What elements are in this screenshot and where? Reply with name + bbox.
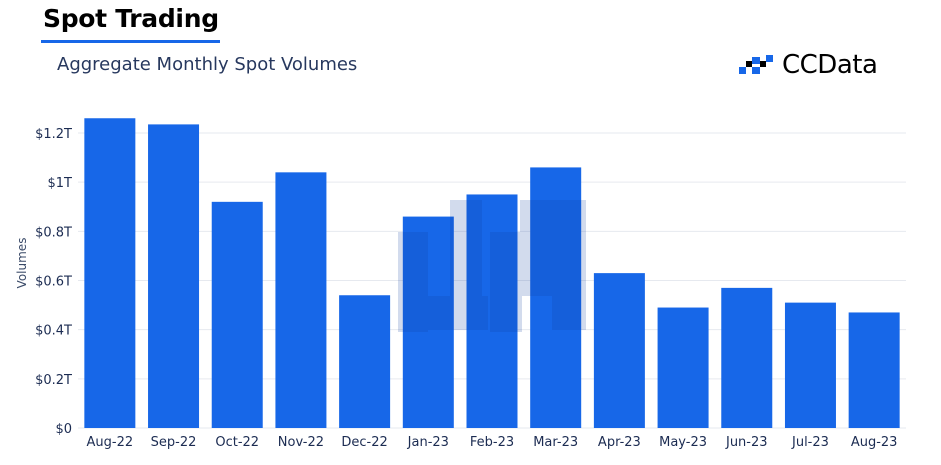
bar-jul-23: [784, 302, 836, 428]
bar-oct-22: [211, 201, 263, 428]
y-tick-label: $0.2T: [35, 373, 72, 388]
bar-dec-22: [339, 295, 391, 428]
y-axis-ticks: $0 $0.2T $0.4T $0.6T $0.8T $1T $1.2T: [35, 127, 72, 437]
bar-may-23: [657, 307, 709, 428]
bars-layer: [84, 118, 900, 428]
chart-subtitle: Aggregate Monthly Spot Volumes: [57, 54, 358, 75]
x-tick-label: Jan-23: [407, 435, 449, 450]
title-underline: [41, 40, 220, 43]
bar-sep-22: [148, 124, 200, 428]
x-tick-label: Dec-22: [341, 435, 387, 450]
bar-nov-22: [275, 172, 327, 428]
bar-feb-23: [466, 194, 518, 428]
y-tick-label: $1.2T: [35, 127, 72, 142]
ccdata-logo-icon: [739, 55, 773, 74]
bar-mar-23: [530, 167, 582, 428]
watermark-icon: [398, 200, 586, 332]
x-tick-label: Aug-23: [851, 435, 898, 450]
y-tick-label: $1T: [48, 176, 73, 191]
bar-jun-23: [721, 287, 773, 428]
y-tick-label: $0.6T: [35, 275, 72, 290]
y-tick-label: $0.8T: [35, 225, 72, 240]
bar-jan-23: [402, 216, 454, 428]
x-axis-ticks: Aug-22 Sep-22 Oct-22 Nov-22 Dec-22 Jan-23 Feb-…: [87, 435, 898, 450]
y-tick-label: $0.4T: [35, 324, 72, 339]
x-tick-label: Nov-22: [278, 435, 324, 450]
brand-logo: CCData: [738, 50, 878, 80]
bar-apr-23: [593, 273, 645, 428]
y-tick-label: $0: [55, 422, 72, 437]
bar-aug-23: [848, 312, 900, 428]
x-tick-label: Jul-23: [791, 435, 829, 450]
x-tick-label: Feb-23: [470, 435, 514, 450]
bar-aug-22: [84, 118, 136, 428]
x-tick-label: Mar-23: [533, 435, 578, 450]
x-tick-label: Jun-23: [725, 435, 768, 450]
x-tick-label: Sep-22: [151, 435, 197, 450]
x-tick-label: May-23: [659, 435, 707, 450]
brand-name: CCData: [782, 50, 878, 80]
x-tick-label: Aug-22: [87, 435, 134, 450]
x-tick-label: Apr-23: [598, 435, 641, 450]
y-axis-title: Volumes: [15, 238, 29, 289]
x-tick-label: Oct-22: [215, 435, 259, 450]
page-title: Spot Trading: [43, 4, 219, 33]
